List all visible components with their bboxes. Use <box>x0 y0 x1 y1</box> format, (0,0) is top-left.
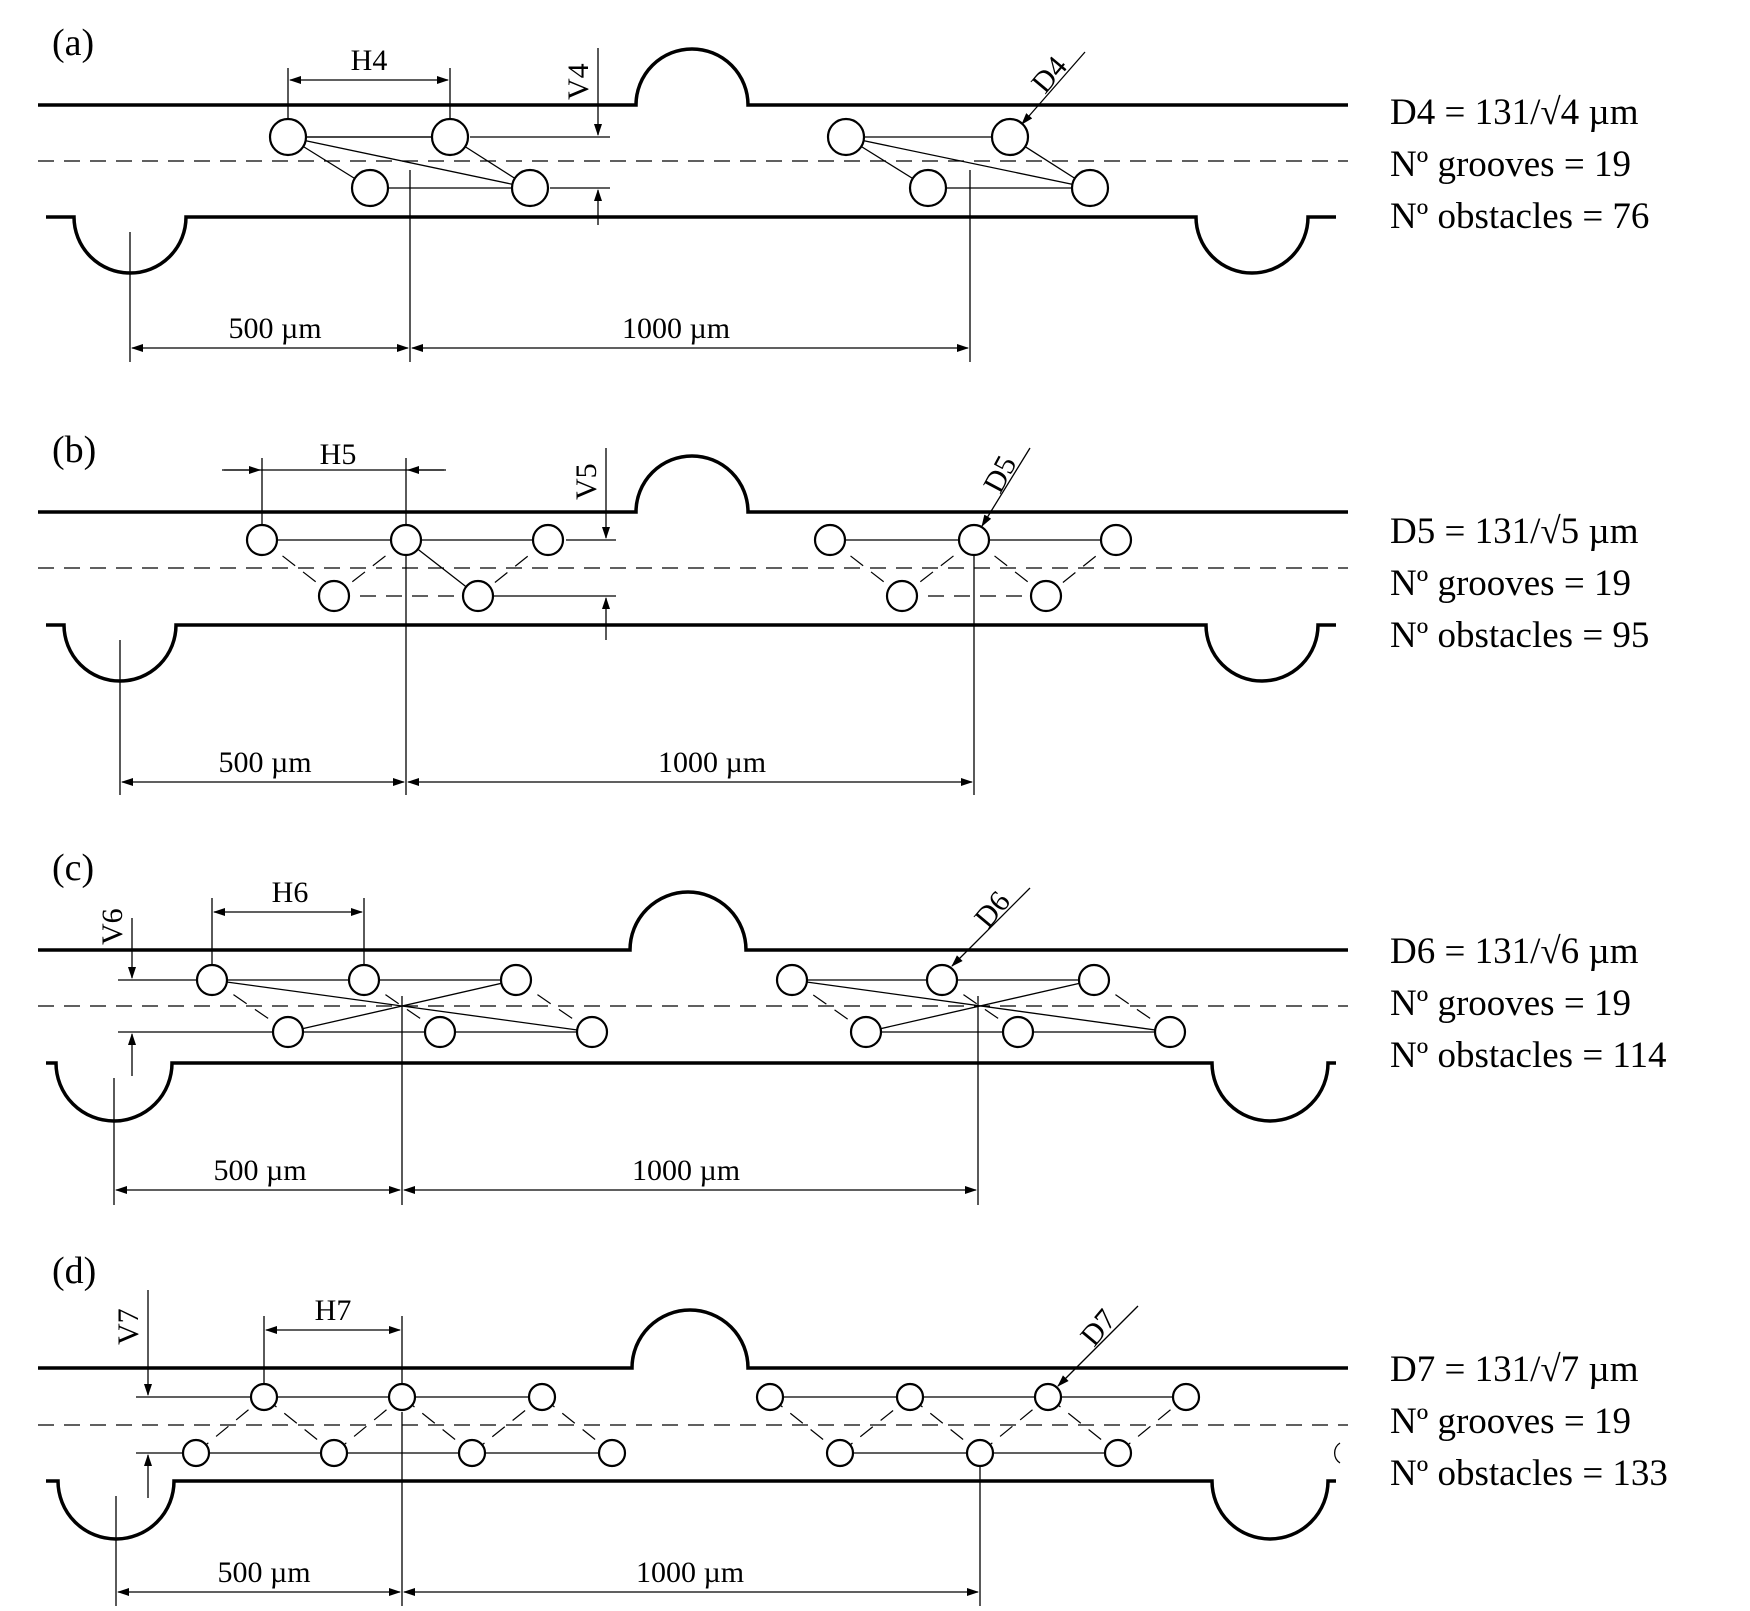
obstacle <box>350 168 390 208</box>
d-label: D7 <box>1074 1303 1123 1352</box>
obstacle <box>181 1438 211 1468</box>
obstacle <box>1029 579 1063 613</box>
obstacle <box>268 117 308 157</box>
obstacle <box>895 1382 925 1412</box>
info-diameter: D6 = 131/√6 µm <box>1390 931 1639 972</box>
channel-bottom-wall <box>46 1061 1336 1123</box>
obstacle <box>826 117 866 157</box>
obstacle <box>908 168 948 208</box>
d-leader <box>1021 51 1086 125</box>
h-label: H4 <box>351 44 388 77</box>
channel-top-wall <box>38 47 1348 107</box>
info-obstacles: Nº obstacles = 114 <box>1390 1035 1667 1076</box>
obstacle <box>1099 523 1133 557</box>
panel-label: (d) <box>52 1250 96 1292</box>
v-label: V4 <box>562 63 595 100</box>
obstacle <box>1070 168 1110 208</box>
h-label: H7 <box>315 1294 352 1327</box>
info-diameter: D7 = 131/√7 µm <box>1390 1349 1639 1390</box>
obstacle <box>245 523 279 557</box>
d-leader <box>1057 1305 1139 1387</box>
obstacle <box>430 117 470 157</box>
obstacle <box>1077 963 1111 997</box>
obstacle <box>347 963 381 997</box>
obstacle <box>195 963 229 997</box>
obstacle <box>317 579 351 613</box>
dim-right-label: 1000 µm <box>658 746 766 779</box>
info-grooves: Nº grooves = 19 <box>1390 144 1631 185</box>
dim-left-label: 500 µm <box>217 1556 310 1589</box>
panel-d: (d) <box>38 1250 1668 1606</box>
d-leader <box>951 887 1031 967</box>
channel-bottom-wall <box>46 1479 1336 1541</box>
dim-right-label: 1000 µm <box>636 1556 744 1589</box>
panel-label: (c) <box>52 847 94 889</box>
channel-top-wall <box>38 454 1348 514</box>
obstacle <box>775 963 809 997</box>
obstacle <box>510 168 550 208</box>
obstacle <box>461 579 495 613</box>
obstacle <box>423 1015 457 1049</box>
obstacle <box>1153 1015 1187 1049</box>
obstacle <box>925 963 959 997</box>
v-label: V6 <box>96 908 129 945</box>
obstacle <box>957 523 991 557</box>
obstacle <box>1001 1015 1035 1049</box>
dim-left-label: 500 µm <box>228 312 321 345</box>
channel-top-wall <box>38 1308 1348 1370</box>
obstacle-partial <box>1334 1442 1341 1464</box>
channel-bottom-wall <box>46 215 1336 275</box>
obstacle <box>849 1015 883 1049</box>
info-diameter: D5 = 131/√5 µm <box>1390 511 1639 552</box>
dim-right-label: 1000 µm <box>622 312 730 345</box>
panel-label: (b) <box>52 429 96 471</box>
obstacle <box>575 1015 609 1049</box>
obstacle <box>319 1438 349 1468</box>
obstacle <box>965 1438 995 1468</box>
info-grooves: Nº grooves = 19 <box>1390 563 1631 604</box>
info-obstacles: Nº obstacles = 95 <box>1390 615 1649 656</box>
obstacle <box>387 1382 417 1412</box>
info-grooves: Nº grooves = 19 <box>1390 1401 1631 1442</box>
obstacle <box>990 117 1030 157</box>
d-leader <box>981 447 1031 527</box>
d-label: D6 <box>968 885 1017 934</box>
v-label: V7 <box>112 1308 145 1345</box>
obstacle <box>885 579 919 613</box>
obstacle <box>1033 1382 1063 1412</box>
dim-right-label: 1000 µm <box>632 1154 740 1187</box>
info-grooves: Nº grooves = 19 <box>1390 983 1631 1024</box>
panel-c: (c) H6 <box>38 847 1667 1205</box>
obstacle <box>271 1015 305 1049</box>
obstacle <box>813 523 847 557</box>
obstacle <box>1171 1382 1201 1412</box>
panel-label: (a) <box>52 22 94 64</box>
panel-a: (a) H4 V4 <box>38 22 1649 362</box>
panel-b: (b) H5 <box>38 429 1649 795</box>
obstacle <box>527 1382 557 1412</box>
obstacle <box>499 963 533 997</box>
obstacle <box>825 1438 855 1468</box>
obstacle <box>1103 1438 1133 1468</box>
obstacle <box>531 523 565 557</box>
h-label: H6 <box>272 876 309 909</box>
channel-top-wall <box>38 890 1348 952</box>
obstacle <box>457 1438 487 1468</box>
dim-left-label: 500 µm <box>213 1154 306 1187</box>
v-label: V5 <box>570 463 603 500</box>
obstacle <box>755 1382 785 1412</box>
info-obstacles: Nº obstacles = 76 <box>1390 196 1649 237</box>
d-label: D5 <box>977 450 1023 498</box>
d-label: D4 <box>1025 50 1074 99</box>
obstacle <box>597 1438 627 1468</box>
obstacle <box>389 523 423 557</box>
h-label: H5 <box>320 438 357 471</box>
info-obstacles: Nº obstacles = 133 <box>1390 1453 1668 1494</box>
dim-left-label: 500 µm <box>218 746 311 779</box>
channel-bottom-wall <box>46 623 1336 683</box>
obstacle <box>249 1382 279 1412</box>
info-diameter: D4 = 131/√4 µm <box>1390 92 1639 133</box>
